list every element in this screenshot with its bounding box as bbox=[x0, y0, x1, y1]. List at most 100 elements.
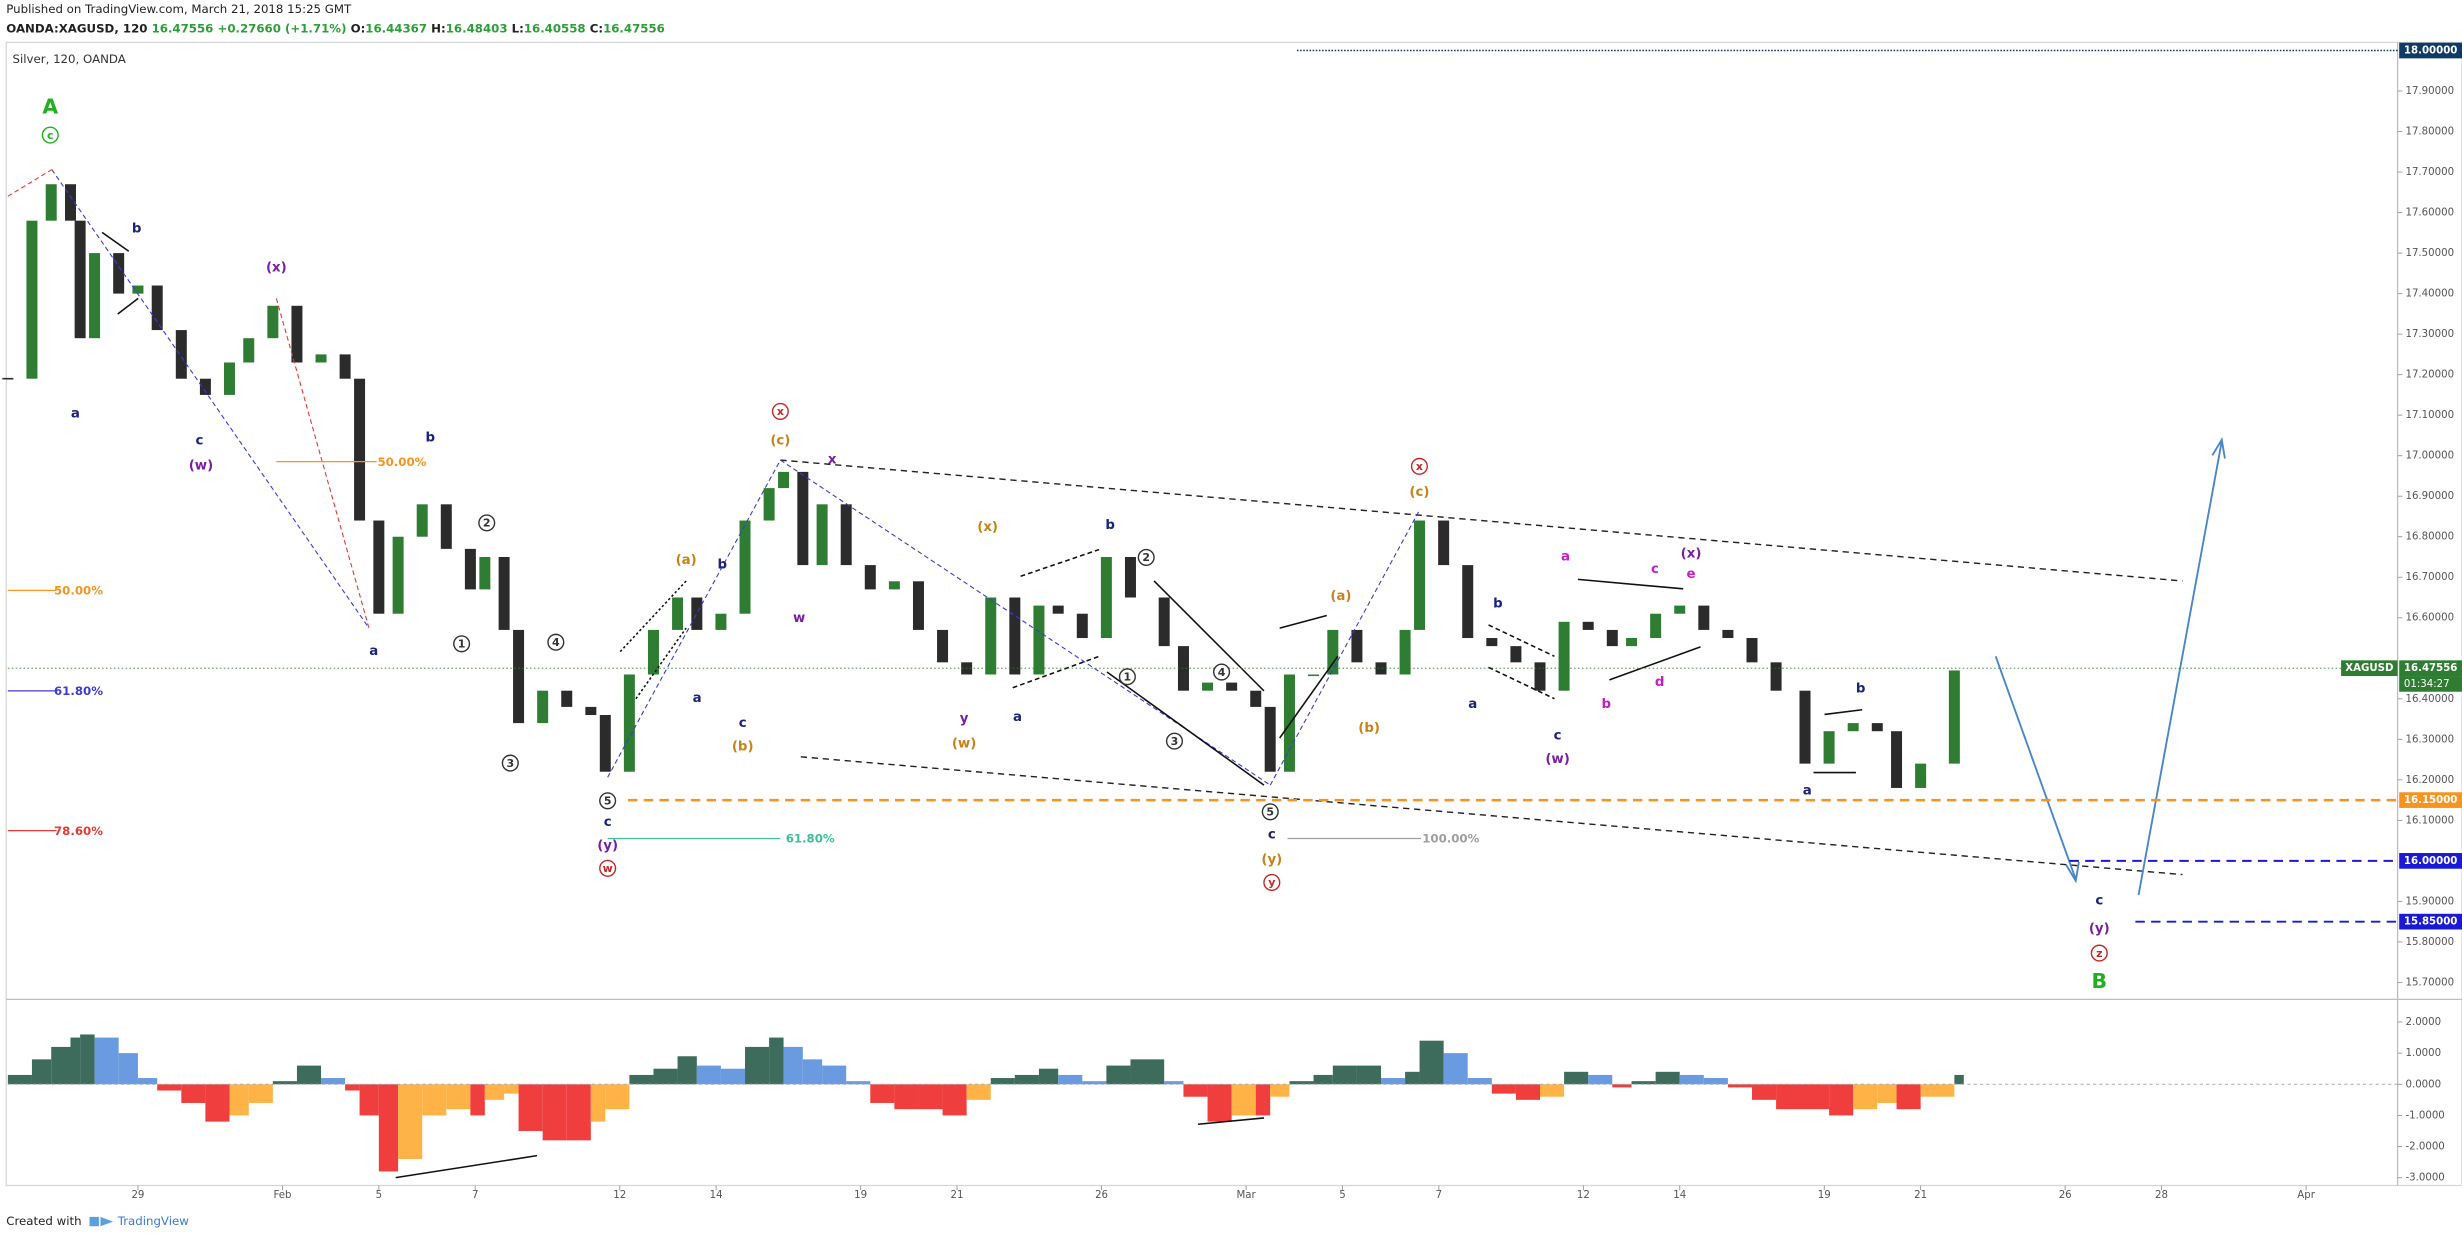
oscillator-bar bbox=[720, 1068, 746, 1085]
annotation: c bbox=[47, 129, 54, 142]
x-tick-label: 19 bbox=[1818, 1190, 1831, 1201]
annotation-circle bbox=[1118, 668, 1136, 686]
candle bbox=[1847, 723, 1859, 732]
candle bbox=[561, 690, 573, 707]
trendline bbox=[619, 580, 687, 653]
oscillator-bar bbox=[1038, 1068, 1059, 1085]
annotation: z bbox=[2096, 947, 2102, 960]
oscillator-bar bbox=[1270, 1084, 1290, 1097]
trendline bbox=[117, 297, 139, 315]
oscillator-bar bbox=[696, 1065, 721, 1085]
fib-line bbox=[1269, 510, 1420, 786]
level-box bbox=[2399, 42, 2462, 59]
oscillator-bar bbox=[990, 1078, 1015, 1085]
candle bbox=[763, 488, 775, 521]
candle bbox=[1177, 646, 1189, 691]
oscillator-bar bbox=[1612, 1084, 1632, 1088]
countdown-box bbox=[2399, 676, 2462, 692]
oscillator-bar bbox=[1419, 1040, 1444, 1085]
x-tick-label: 28 bbox=[2155, 1190, 2168, 1201]
annotation: y bbox=[960, 711, 969, 726]
oscillator bbox=[7, 1034, 1964, 1172]
ohlc-value: 16.48403 bbox=[446, 21, 508, 35]
y-tick-label: 16.40000 bbox=[2405, 694, 2454, 705]
candle bbox=[45, 184, 57, 221]
x-tick-label: 7 bbox=[1436, 1190, 1442, 1201]
oscillator-bar bbox=[1829, 1084, 1854, 1116]
y-tick-label: -1.0000 bbox=[2405, 1110, 2444, 1121]
annotation: 2 bbox=[1142, 551, 1150, 564]
candle bbox=[1746, 638, 1758, 663]
y-tick-label: 17.30000 bbox=[2405, 329, 2454, 340]
trendline bbox=[1153, 580, 1265, 692]
candle bbox=[937, 629, 949, 663]
oscillator-bar bbox=[966, 1084, 991, 1100]
annotation: y bbox=[1268, 876, 1275, 889]
oscillator-bar bbox=[822, 1065, 847, 1085]
annotation: e bbox=[1687, 567, 1696, 582]
oscillator-bar bbox=[1877, 1084, 1897, 1103]
candle bbox=[74, 220, 86, 339]
level-tag: XAGUSD bbox=[2345, 663, 2393, 674]
y-tick-label: 17.90000 bbox=[2405, 86, 2454, 97]
annotation: a bbox=[1803, 784, 1812, 799]
annotation-circle bbox=[2090, 944, 2108, 962]
oscillator-bar bbox=[1183, 1084, 1208, 1097]
x-tick-label: 19 bbox=[854, 1190, 867, 1201]
oscillator-bar bbox=[157, 1084, 182, 1091]
annotation: 61.80% bbox=[786, 832, 835, 846]
candle bbox=[1009, 597, 1021, 675]
annotation: b bbox=[717, 557, 727, 572]
candle bbox=[1250, 690, 1262, 707]
candle bbox=[1650, 613, 1662, 639]
oscillator-bar bbox=[118, 1053, 138, 1085]
oscillator-bar bbox=[296, 1065, 322, 1085]
oscillator-bar bbox=[870, 1084, 895, 1103]
oscillator-bar bbox=[359, 1084, 379, 1116]
candle bbox=[513, 629, 525, 724]
level-label: 18.00000 bbox=[2404, 46, 2458, 57]
oscillator-bar bbox=[1255, 1084, 1271, 1116]
trendline bbox=[1824, 708, 1863, 716]
annotation: a bbox=[71, 407, 80, 422]
candle bbox=[1698, 605, 1710, 630]
annotation: x bbox=[828, 452, 837, 467]
candle bbox=[339, 354, 351, 379]
annotation: c bbox=[1268, 828, 1276, 843]
candle bbox=[840, 504, 852, 566]
ohlc-label: H: bbox=[431, 21, 446, 35]
brand[interactable]: TradingView bbox=[117, 1214, 189, 1228]
candle bbox=[1674, 605, 1686, 614]
annotation: a bbox=[1468, 697, 1477, 712]
y-tick-label: 15.70000 bbox=[2405, 977, 2454, 988]
annotation: (c) bbox=[1409, 485, 1429, 500]
candle bbox=[912, 581, 924, 630]
trendline bbox=[1106, 671, 1265, 786]
candle bbox=[1308, 674, 1320, 677]
candle bbox=[1158, 597, 1170, 647]
oscillator-bar bbox=[80, 1034, 95, 1085]
candle bbox=[440, 504, 452, 549]
x-tick-label: 5 bbox=[376, 1190, 382, 1201]
oscillator-bar bbox=[484, 1084, 505, 1100]
y-tick-label: 0.0000 bbox=[2405, 1079, 2441, 1090]
trendline bbox=[1488, 624, 1555, 658]
candle bbox=[151, 285, 163, 331]
candle bbox=[816, 504, 828, 566]
oscillator-bar bbox=[1313, 1074, 1333, 1085]
y-tick-label: 17.20000 bbox=[2405, 370, 2454, 381]
candle bbox=[1438, 520, 1450, 566]
level-label: 15.85000 bbox=[2404, 917, 2458, 928]
x-tick-label: 14 bbox=[1673, 1190, 1686, 1201]
y-tick-label: 17.40000 bbox=[2405, 289, 2454, 300]
annotation: b bbox=[132, 221, 142, 236]
candle bbox=[243, 338, 255, 363]
y-tick-label: 16.80000 bbox=[2405, 532, 2454, 543]
oscillator-bar bbox=[1082, 1081, 1107, 1085]
candle bbox=[1871, 723, 1883, 732]
fib-line bbox=[7, 169, 53, 197]
oscillator-bar bbox=[70, 1037, 81, 1085]
